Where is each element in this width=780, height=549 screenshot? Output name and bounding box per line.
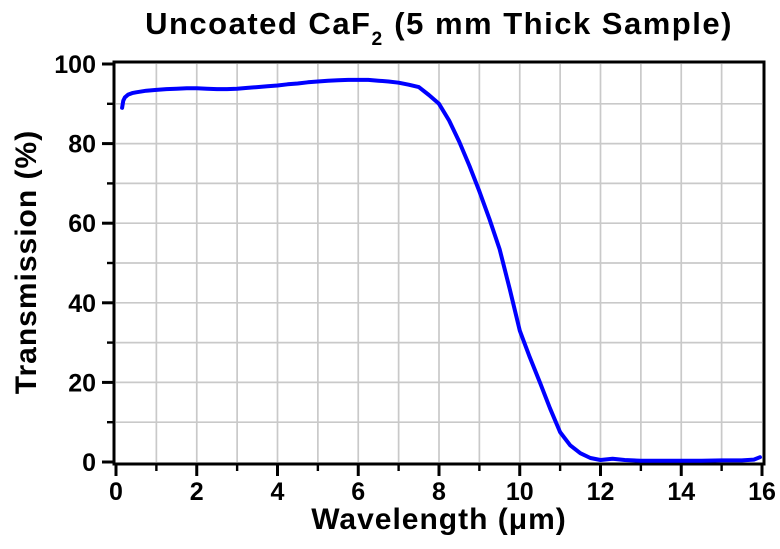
y-tick-label: 60	[68, 210, 96, 238]
x-tick-label: 0	[109, 478, 123, 506]
x-tick-label: 16	[748, 478, 776, 506]
x-tick-label: 14	[667, 478, 695, 506]
x-tick-label: 6	[351, 478, 365, 506]
x-tick-label: 2	[190, 478, 204, 506]
y-tick-label: 20	[68, 369, 96, 397]
chart-title-prefix: Uncoated CaF	[145, 6, 372, 41]
y-tick-label: 80	[68, 131, 96, 159]
transmission-curve	[120, 77, 762, 463]
chart-title-subscript: 2	[371, 28, 383, 50]
axes-frame	[112, 60, 766, 466]
y-tick-label: 0	[82, 449, 96, 477]
y-tick-label: 100	[54, 51, 96, 79]
chart-title-suffix: (5 mm Thick Sample)	[384, 6, 733, 41]
x-tick-label: 4	[271, 478, 285, 506]
x-tick-label: 8	[432, 478, 446, 506]
y-tick-label: 40	[68, 290, 96, 318]
x-tick-label: 12	[587, 478, 615, 506]
x-tick-label: 10	[506, 478, 534, 506]
chart-title: Uncoated CaF2 (5 mm Thick Sample)	[114, 6, 764, 51]
x-axis-label: Wavelength (μm)	[311, 503, 567, 536]
